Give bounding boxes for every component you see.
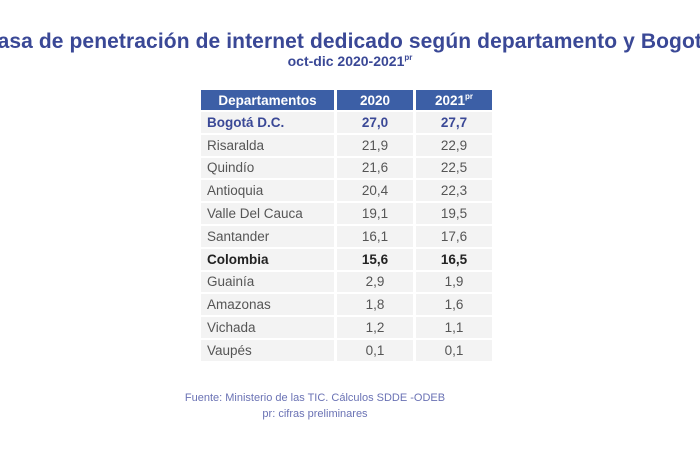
page-title: Tasa de penetración de internet dedicado… xyxy=(0,30,700,53)
row-name: Guainía xyxy=(201,271,334,293)
row-value-2021: 22,5 xyxy=(416,157,492,179)
table-row: Colombia 15,6 16,5 xyxy=(201,248,492,270)
row-value-2020: 21,9 xyxy=(337,134,413,156)
table-row: Santander 16,1 17,6 xyxy=(201,225,492,247)
row-value-2020: 21,6 xyxy=(337,157,413,179)
row-value-2021: 1,1 xyxy=(416,317,492,338)
preliminary-note: pr: cifras preliminares xyxy=(262,408,368,420)
row-value-2020: 27,0 xyxy=(337,112,413,133)
row-value-2020: 1,2 xyxy=(337,317,413,338)
row-name: Colombia xyxy=(201,248,334,270)
row-name: Valle Del Cauca xyxy=(201,203,334,224)
row-value-2021: 0,1 xyxy=(416,339,492,361)
row-value-2021: 22,3 xyxy=(416,180,492,202)
subtitle-text: oct-dic 2020-2021 xyxy=(287,53,405,69)
table-row: Valle Del Cauca 19,1 19,5 xyxy=(201,203,492,224)
row-value-2020: 0,1 xyxy=(337,339,413,361)
row-value-2021: 19,5 xyxy=(416,203,492,224)
row-name: Quindío xyxy=(201,157,334,179)
header-2021-text: 2021 xyxy=(434,93,466,108)
row-value-2020: 20,4 xyxy=(337,180,413,202)
table-row: Bogotá D.C. 27,0 27,7 xyxy=(201,112,492,133)
data-table: Departamentos 2020 2021pr Bogotá D.C. 27,… xyxy=(198,88,495,363)
row-name: Amazonas xyxy=(201,294,334,316)
header-departamentos: Departamentos xyxy=(201,90,334,110)
table-row: Antioquia 20,4 22,3 xyxy=(201,180,492,202)
row-value-2020: 15,6 xyxy=(337,248,413,270)
subtitle-superscript: pr xyxy=(404,53,413,62)
row-value-2021: 22,9 xyxy=(416,134,492,156)
row-value-2020: 2,9 xyxy=(337,271,413,293)
row-value-2020: 16,1 xyxy=(337,225,413,247)
row-name: Risaralda xyxy=(201,134,334,156)
row-name: Vaupés xyxy=(201,339,334,361)
row-name: Bogotá D.C. xyxy=(201,112,334,133)
table-row: Risaralda 21,9 22,9 xyxy=(201,134,492,156)
source-note: Fuente: Ministerio de las TIC. Cálculos … xyxy=(184,392,446,404)
row-value-2021: 1,9 xyxy=(416,271,492,293)
row-value-2021: 16,5 xyxy=(416,248,492,270)
table-header: Departamentos 2020 2021pr xyxy=(201,90,492,110)
row-value-2021: 27,7 xyxy=(416,112,492,133)
row-value-2021: 1,6 xyxy=(416,294,492,316)
table-row: Vichada 1,2 1,1 xyxy=(201,317,492,338)
header-2021: 2021pr xyxy=(416,90,492,110)
row-name: Vichada xyxy=(201,317,334,338)
page-subtitle: oct-dic 2020-2021pr xyxy=(0,53,700,69)
row-value-2021: 17,6 xyxy=(416,225,492,247)
row-name: Santander xyxy=(201,225,334,247)
table-row: Guainía 2,9 1,9 xyxy=(201,271,492,293)
header-2020: 2020 xyxy=(337,90,413,110)
row-name: Antioquia xyxy=(201,180,334,202)
row-value-2020: 19,1 xyxy=(337,203,413,224)
table-row: Vaupés 0,1 0,1 xyxy=(201,339,492,361)
row-value-2020: 1,8 xyxy=(337,294,413,316)
table-row: Amazonas 1,8 1,6 xyxy=(201,294,492,316)
table-row: Quindío 21,6 22,5 xyxy=(201,157,492,179)
header-superscript: pr xyxy=(465,92,474,101)
